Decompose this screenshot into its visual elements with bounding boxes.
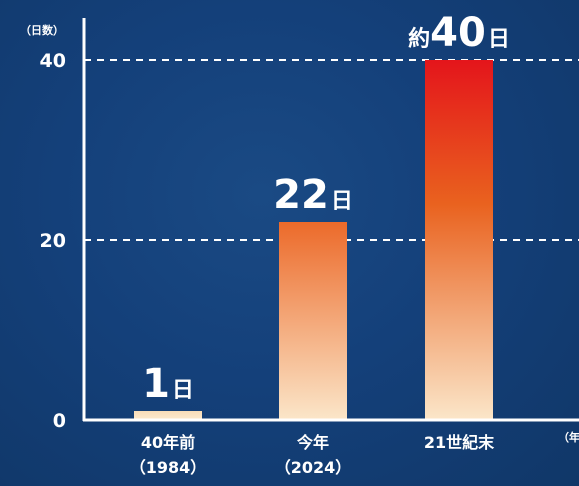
data-label-value-1: 22 [273,172,329,218]
x-tick-label-1: 今年 [296,433,329,452]
data-label-0: 1日 [142,361,194,407]
data-label-unit-2: 日 [488,27,510,52]
y-tick-label-40: 40 [40,50,66,72]
x-tick-label-2: 21世紀末 [424,433,495,452]
data-label-value-0: 1 [142,361,170,407]
data-label-unit-0: 日 [172,378,194,403]
x-tick-label-0: 40年前 [141,433,195,452]
y-tick-label-0: 0 [53,410,66,432]
bar-2 [425,60,493,420]
x-tick-sublabel-0: （1984） [130,458,207,477]
data-label-unit-1: 日 [331,189,353,214]
bar-1 [279,222,347,420]
y-axis-unit: （日数） [20,23,64,37]
data-label-value-2: 40 [430,10,486,56]
x-axis-unit: （年 [558,430,579,444]
data-label-1: 22日 [273,172,353,218]
y-tick-label-20: 20 [40,230,66,252]
x-tick-sublabel-1: （2024） [275,458,352,477]
data-label-prefix-2: 約 [408,26,430,52]
data-label-2: 約40日 [408,10,510,56]
bar-0 [134,411,202,420]
